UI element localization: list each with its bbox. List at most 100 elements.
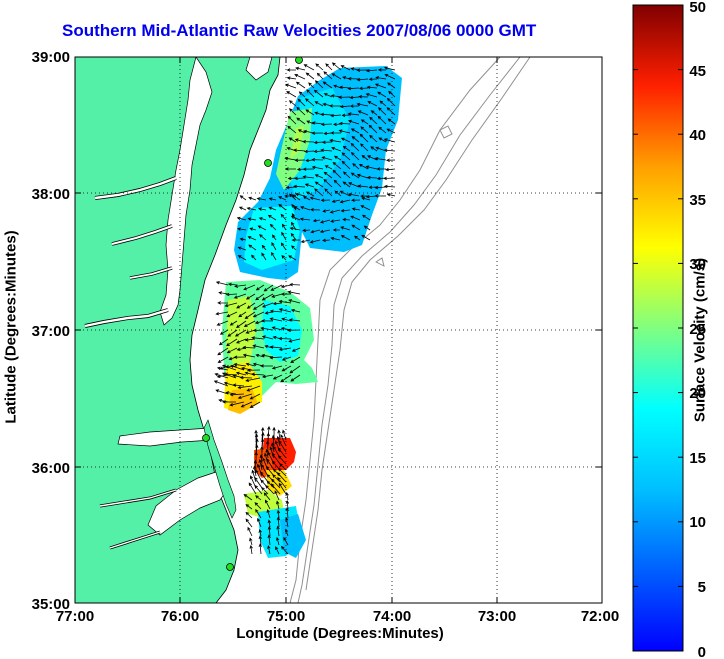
velocity-arrow [237, 246, 247, 251]
velocity-arrow [288, 338, 301, 343]
velocity-arrow [320, 148, 333, 152]
velocity-arrow [242, 353, 256, 358]
velocity-arrow [267, 545, 271, 555]
velocity-arrow [245, 504, 253, 510]
velocity-arrow [359, 133, 369, 143]
velocity-arrow [333, 84, 342, 89]
colorbar [632, 4, 684, 652]
velocity-arrow [247, 236, 257, 241]
velocity-arrow [270, 284, 283, 291]
x-tick-label: 72:00 [581, 608, 619, 625]
velocity-arrow [342, 217, 351, 222]
velocity-arrow [339, 85, 351, 90]
velocity-arrow [356, 68, 369, 72]
velocity-arrow [236, 302, 247, 309]
velocity-arrow [339, 199, 351, 204]
velocity-arrow [285, 507, 290, 519]
chesapeake-bay [159, 57, 213, 326]
velocity-arrow [321, 156, 333, 161]
velocity-arrow [265, 440, 270, 453]
velocity-arrow [215, 311, 229, 316]
grid-lines [75, 57, 602, 603]
velocity-arrow [271, 365, 283, 370]
velocity-arrow [244, 311, 256, 319]
velocity-arrow [349, 104, 360, 108]
velocity-arrow [259, 234, 267, 241]
velocity-arrow [219, 329, 229, 335]
velocity-arrow [233, 362, 247, 367]
velocity-arrow [258, 458, 263, 471]
velocity-arrow [357, 184, 369, 188]
velocity-arrow [225, 292, 238, 297]
velocity-arrow [304, 149, 315, 154]
velocity-arrow [265, 448, 269, 459]
velocity-arrow [215, 281, 229, 286]
velocity-arrow [333, 179, 342, 188]
velocity-arrow [350, 142, 360, 152]
velocity-arrow [347, 192, 360, 197]
velocity-arrow [280, 242, 287, 251]
velocity-arrow [320, 122, 333, 127]
velocity-arrow [329, 209, 341, 214]
velocity-arrow [245, 293, 256, 300]
velocity-arrow [324, 165, 333, 170]
velocity-arrow [347, 86, 360, 91]
velocity-arrow [261, 293, 274, 301]
velocity-arrow [339, 104, 351, 109]
velocity-arrow [288, 108, 297, 116]
velocity-arrow [290, 374, 301, 382]
velocity-arrow [225, 391, 237, 395]
velocity-arrow [235, 338, 247, 344]
velocity-arrow [363, 225, 371, 231]
velocity-arrow [255, 353, 265, 358]
velocity-arrow [341, 152, 351, 161]
velocity-arrow [255, 508, 262, 519]
map-title: Southern Mid-Atlantic Raw Velocities 200… [62, 21, 537, 40]
velocity-arrow [266, 480, 275, 489]
velocity-arrow [277, 467, 287, 477]
velocity-arrow [258, 543, 263, 555]
velocity-arrow [360, 143, 369, 152]
velocity-arrow [258, 217, 267, 221]
velocity-arrow [360, 119, 369, 125]
velocity-arrow [255, 293, 265, 301]
velocity-arrow [256, 197, 267, 201]
velocity-arrow [388, 90, 396, 98]
velocity-arrow [227, 329, 238, 337]
river-james-inner [84, 308, 169, 328]
velocity-arrow [358, 95, 369, 99]
velocity-arrow [383, 138, 396, 143]
velocity-arrow [282, 429, 287, 441]
velocity-arrow [304, 183, 315, 188]
velocity-arrow [311, 165, 324, 170]
velocity-arrow [366, 155, 378, 161]
velocity-arrow [258, 528, 262, 537]
velocity-arrow [294, 192, 306, 197]
velocity-arrow [260, 364, 274, 368]
velocity-arrow [265, 499, 271, 510]
velocity-arrow [272, 301, 283, 306]
velocity-arrow [338, 129, 351, 134]
velocity-arrow [383, 66, 396, 71]
velocity-arrow [214, 373, 229, 379]
velocity-arrow [293, 148, 306, 152]
velocity-arrow [322, 209, 331, 213]
velocity-arrow [306, 89, 315, 98]
velocity-arrow [278, 482, 287, 495]
colorbar-tick-label: 35 [689, 192, 706, 209]
velocity-arrow [287, 290, 301, 295]
velocity-arrow [275, 546, 280, 555]
velocity-arrow [246, 385, 261, 392]
velocity-arrow [245, 377, 261, 382]
velocity-arrow [300, 239, 311, 244]
hf-radar-stations [202, 57, 303, 571]
velocity-arrow [281, 356, 292, 361]
x-tick-label: 77:00 [56, 608, 94, 625]
velocity-arrow [277, 477, 287, 489]
velocity-arrow [333, 155, 342, 161]
velocity-arrow [280, 434, 287, 447]
velocity-arrow [261, 302, 274, 308]
velocity-arrow [310, 208, 321, 212]
velocity-arrow [361, 154, 369, 161]
velocity-arrow [260, 463, 269, 477]
